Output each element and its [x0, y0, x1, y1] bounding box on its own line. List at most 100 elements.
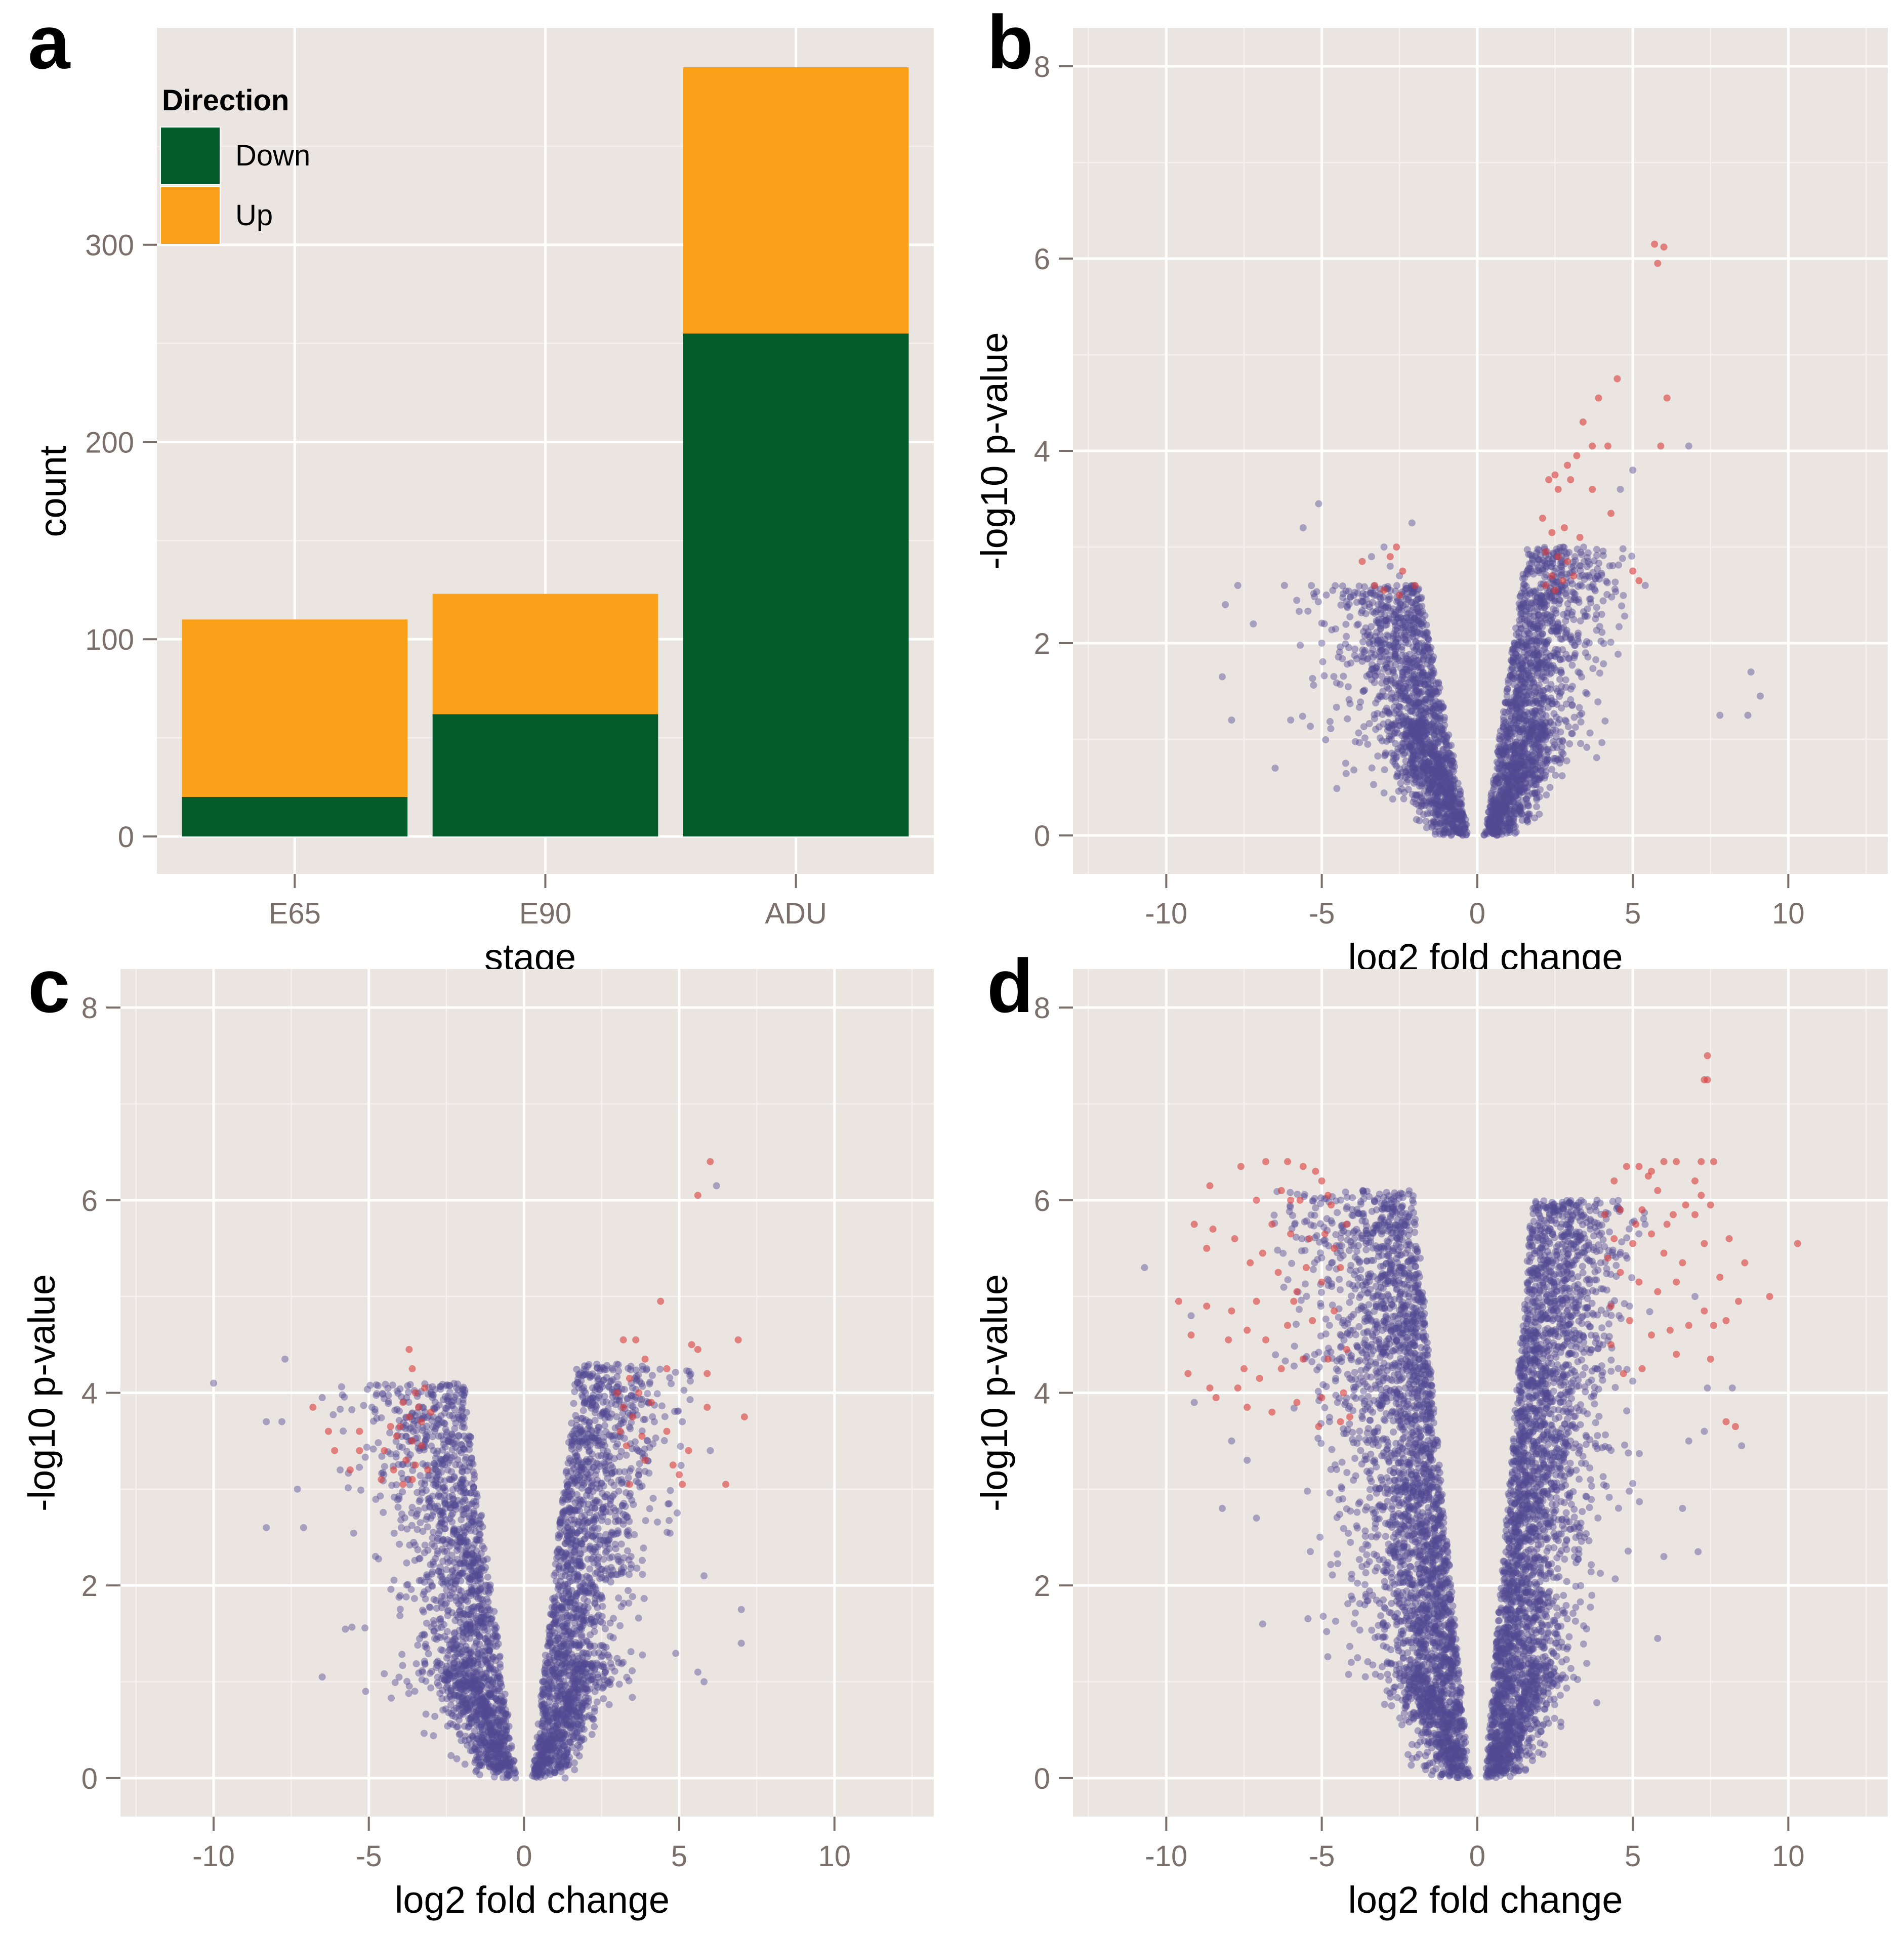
point-not-significant — [605, 1701, 613, 1708]
point-not-significant — [1280, 582, 1288, 589]
point-not-significant — [1304, 607, 1312, 615]
point-not-significant — [1402, 632, 1410, 640]
point-not-significant — [1508, 819, 1516, 826]
point-not-significant — [1299, 524, 1307, 531]
point-not-significant — [1402, 639, 1410, 646]
point-not-significant — [1556, 689, 1564, 697]
point-not-significant — [1506, 824, 1514, 831]
point-not-significant — [1433, 759, 1441, 767]
bar-down-e90 — [432, 714, 658, 836]
point-not-significant — [1531, 696, 1539, 704]
point-not-significant — [342, 1625, 349, 1633]
point-not-significant — [1419, 773, 1426, 781]
point-significant — [1589, 486, 1596, 493]
point-not-significant — [1333, 703, 1340, 711]
y-tick-label: 8 — [1034, 51, 1050, 83]
point-not-significant — [441, 1477, 448, 1485]
point-not-significant — [1543, 791, 1550, 799]
point-not-significant — [586, 1565, 594, 1573]
point-not-significant — [1506, 763, 1513, 770]
point-not-significant — [1322, 591, 1330, 599]
point-not-significant — [1519, 660, 1526, 668]
point-not-significant — [1547, 612, 1554, 620]
point-not-significant — [1459, 830, 1466, 838]
point-significant — [1551, 586, 1559, 594]
point-not-significant — [1363, 673, 1371, 680]
point-not-significant — [1420, 797, 1428, 805]
point-not-significant — [1533, 642, 1541, 649]
point-not-significant — [1619, 545, 1627, 553]
point-not-significant — [665, 1500, 672, 1507]
point-not-significant — [1495, 779, 1502, 787]
point-not-significant — [1685, 442, 1692, 450]
point-not-significant — [1554, 756, 1562, 764]
point-not-significant — [1562, 684, 1569, 691]
point-significant — [1380, 586, 1388, 594]
point-not-significant — [1508, 646, 1516, 653]
point-not-significant — [1534, 664, 1541, 672]
point-not-significant — [1492, 772, 1499, 780]
point-not-significant — [1576, 562, 1584, 570]
point-not-significant — [1392, 661, 1399, 668]
point-not-significant — [459, 1423, 466, 1431]
point-not-significant — [1427, 692, 1435, 699]
point-not-significant — [1417, 736, 1424, 743]
point-not-significant — [1399, 685, 1406, 692]
panel-label: a — [28, 0, 71, 85]
point-not-significant — [550, 1572, 558, 1579]
point-not-significant — [1543, 592, 1550, 599]
point-not-significant — [1428, 745, 1435, 752]
point-significant — [1567, 476, 1575, 483]
point-not-significant — [1415, 719, 1422, 727]
point-not-significant — [1501, 774, 1509, 781]
point-not-significant — [1525, 610, 1533, 618]
point-not-significant — [1374, 752, 1382, 760]
point-not-significant — [1451, 826, 1459, 833]
point-not-significant — [1554, 651, 1561, 658]
point-not-significant — [1499, 762, 1506, 769]
point-not-significant — [1388, 694, 1396, 701]
point-not-significant — [1583, 563, 1591, 570]
point-not-significant — [1426, 766, 1434, 773]
point-not-significant — [1393, 762, 1400, 770]
point-not-significant — [1525, 684, 1533, 691]
point-not-significant — [1577, 718, 1585, 726]
point-not-significant — [1529, 758, 1537, 766]
point-not-significant — [375, 1439, 382, 1447]
point-not-significant — [570, 1400, 577, 1407]
point-not-significant — [1383, 663, 1391, 671]
point-not-significant — [1532, 553, 1539, 560]
point-not-significant — [1503, 688, 1511, 695]
point-not-significant — [1554, 619, 1562, 626]
point-not-significant — [1565, 549, 1573, 556]
point-not-significant — [1322, 736, 1330, 743]
point-not-significant — [1540, 674, 1548, 681]
point-not-significant — [1427, 695, 1435, 702]
point-not-significant — [1385, 709, 1392, 717]
point-not-significant — [1558, 748, 1565, 756]
x-tick-label-e65: E65 — [269, 897, 321, 930]
point-not-significant — [1560, 543, 1568, 551]
point-not-significant — [1371, 679, 1378, 687]
point-not-significant — [1393, 582, 1400, 590]
point-not-significant — [1515, 600, 1523, 607]
point-not-significant — [1359, 688, 1367, 695]
point-not-significant — [1419, 671, 1426, 679]
point-not-significant — [1439, 703, 1447, 710]
point-not-significant — [1542, 565, 1549, 572]
point-not-significant — [1381, 766, 1388, 774]
point-not-significant — [1505, 776, 1513, 784]
point-not-significant — [1533, 740, 1540, 748]
point-not-significant — [1368, 649, 1375, 657]
point-not-significant — [1344, 683, 1352, 691]
point-not-significant — [1295, 608, 1303, 615]
point-not-significant — [1510, 639, 1518, 647]
point-not-significant — [1381, 617, 1389, 624]
point-not-significant — [1382, 616, 1390, 624]
point-not-significant — [606, 1554, 613, 1562]
point-not-significant — [1495, 743, 1503, 750]
point-significant — [1564, 558, 1571, 565]
point-not-significant — [1419, 650, 1426, 658]
point-not-significant — [1547, 729, 1554, 737]
point-not-significant — [1744, 711, 1752, 719]
